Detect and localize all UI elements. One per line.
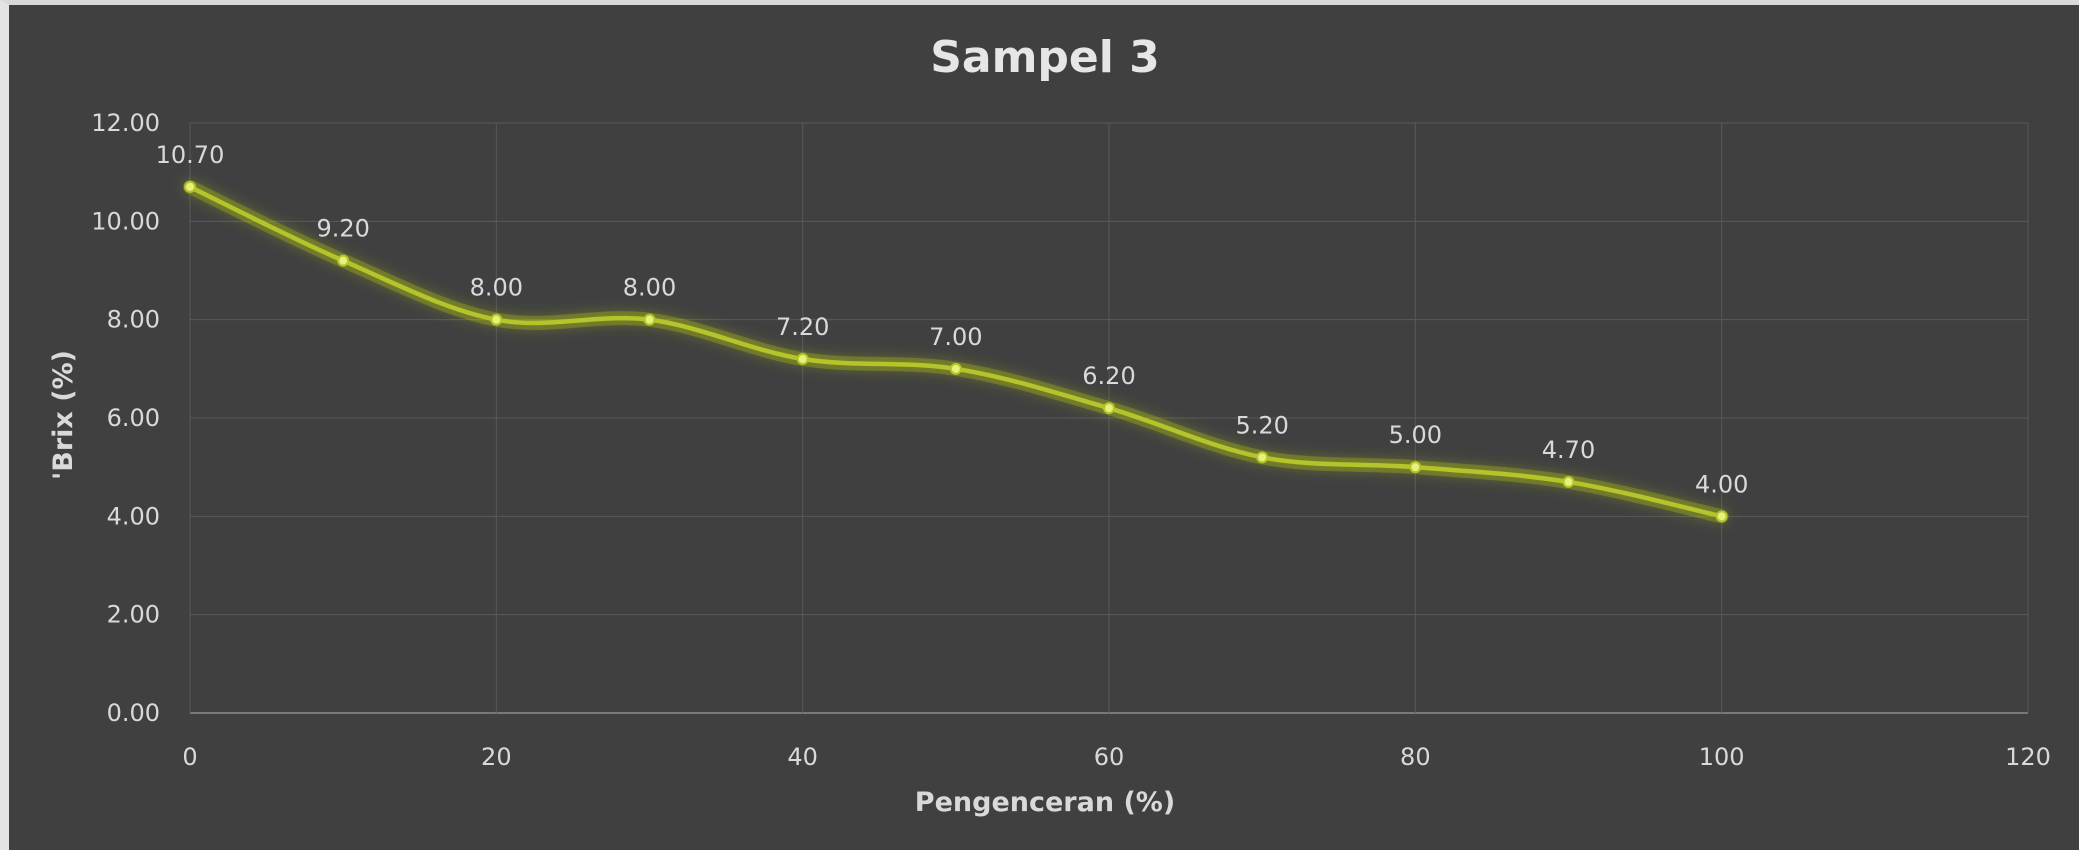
data-point bbox=[1409, 461, 1422, 474]
series-line-glow bbox=[183, 179, 1729, 524]
data-point bbox=[490, 313, 503, 326]
x-tick-label: 40 bbox=[787, 743, 818, 771]
data-label: 7.00 bbox=[929, 323, 982, 351]
x-tick-label: 20 bbox=[481, 743, 512, 771]
x-tick-label: 120 bbox=[2005, 743, 2051, 771]
data-point bbox=[949, 362, 962, 375]
data-point bbox=[1256, 451, 1269, 464]
data-label: 5.20 bbox=[1235, 411, 1288, 439]
data-label: 8.00 bbox=[470, 274, 523, 302]
y-tick-label: 12.00 bbox=[91, 109, 160, 137]
x-tick-label: 0 bbox=[182, 743, 197, 771]
y-axis-title: 'Brix (%) bbox=[48, 350, 79, 480]
y-tick-label: 0.00 bbox=[107, 699, 160, 727]
data-point bbox=[1715, 510, 1728, 523]
series bbox=[183, 179, 1729, 524]
y-tick-label: 6.00 bbox=[107, 404, 160, 432]
data-label: 10.70 bbox=[156, 141, 225, 169]
data-point bbox=[1103, 402, 1115, 415]
y-tick-label: 10.00 bbox=[91, 207, 160, 235]
axes: 0.00 2.00 4.00 6.00 8.00 10.00 12.00 0 20 40 60 80 1… bbox=[91, 109, 2051, 771]
y-tick-label: 4.00 bbox=[107, 502, 160, 530]
data-label: 8.00 bbox=[623, 274, 676, 302]
y-tick-label: 8.00 bbox=[107, 306, 160, 334]
data-label: 9.20 bbox=[316, 215, 369, 243]
data-label: 5.00 bbox=[1389, 421, 1442, 449]
chart-title: Sampel 3 bbox=[930, 32, 1160, 83]
data-label: 6.20 bbox=[1082, 362, 1135, 390]
y-tick-label: 2.00 bbox=[107, 601, 160, 629]
data-label: 4.70 bbox=[1542, 436, 1595, 464]
data-labels: 10.70 9.20 8.00 8.00 7.20 7.00 6.20 5.20 5.00 4.7… bbox=[156, 141, 1749, 498]
data-point bbox=[337, 254, 350, 267]
x-tick-label: 80 bbox=[1400, 743, 1431, 771]
data-label: 4.00 bbox=[1695, 470, 1748, 498]
data-label: 7.20 bbox=[776, 313, 829, 341]
gridlines bbox=[189, 122, 2029, 714]
x-axis-title: Pengenceran (%) bbox=[915, 787, 1175, 818]
x-tick-label: 60 bbox=[1094, 743, 1125, 771]
data-point bbox=[1562, 475, 1575, 488]
x-tick-label: 100 bbox=[1699, 743, 1745, 771]
data-point bbox=[796, 353, 809, 365]
data-point bbox=[184, 180, 196, 193]
data-point bbox=[643, 313, 656, 326]
